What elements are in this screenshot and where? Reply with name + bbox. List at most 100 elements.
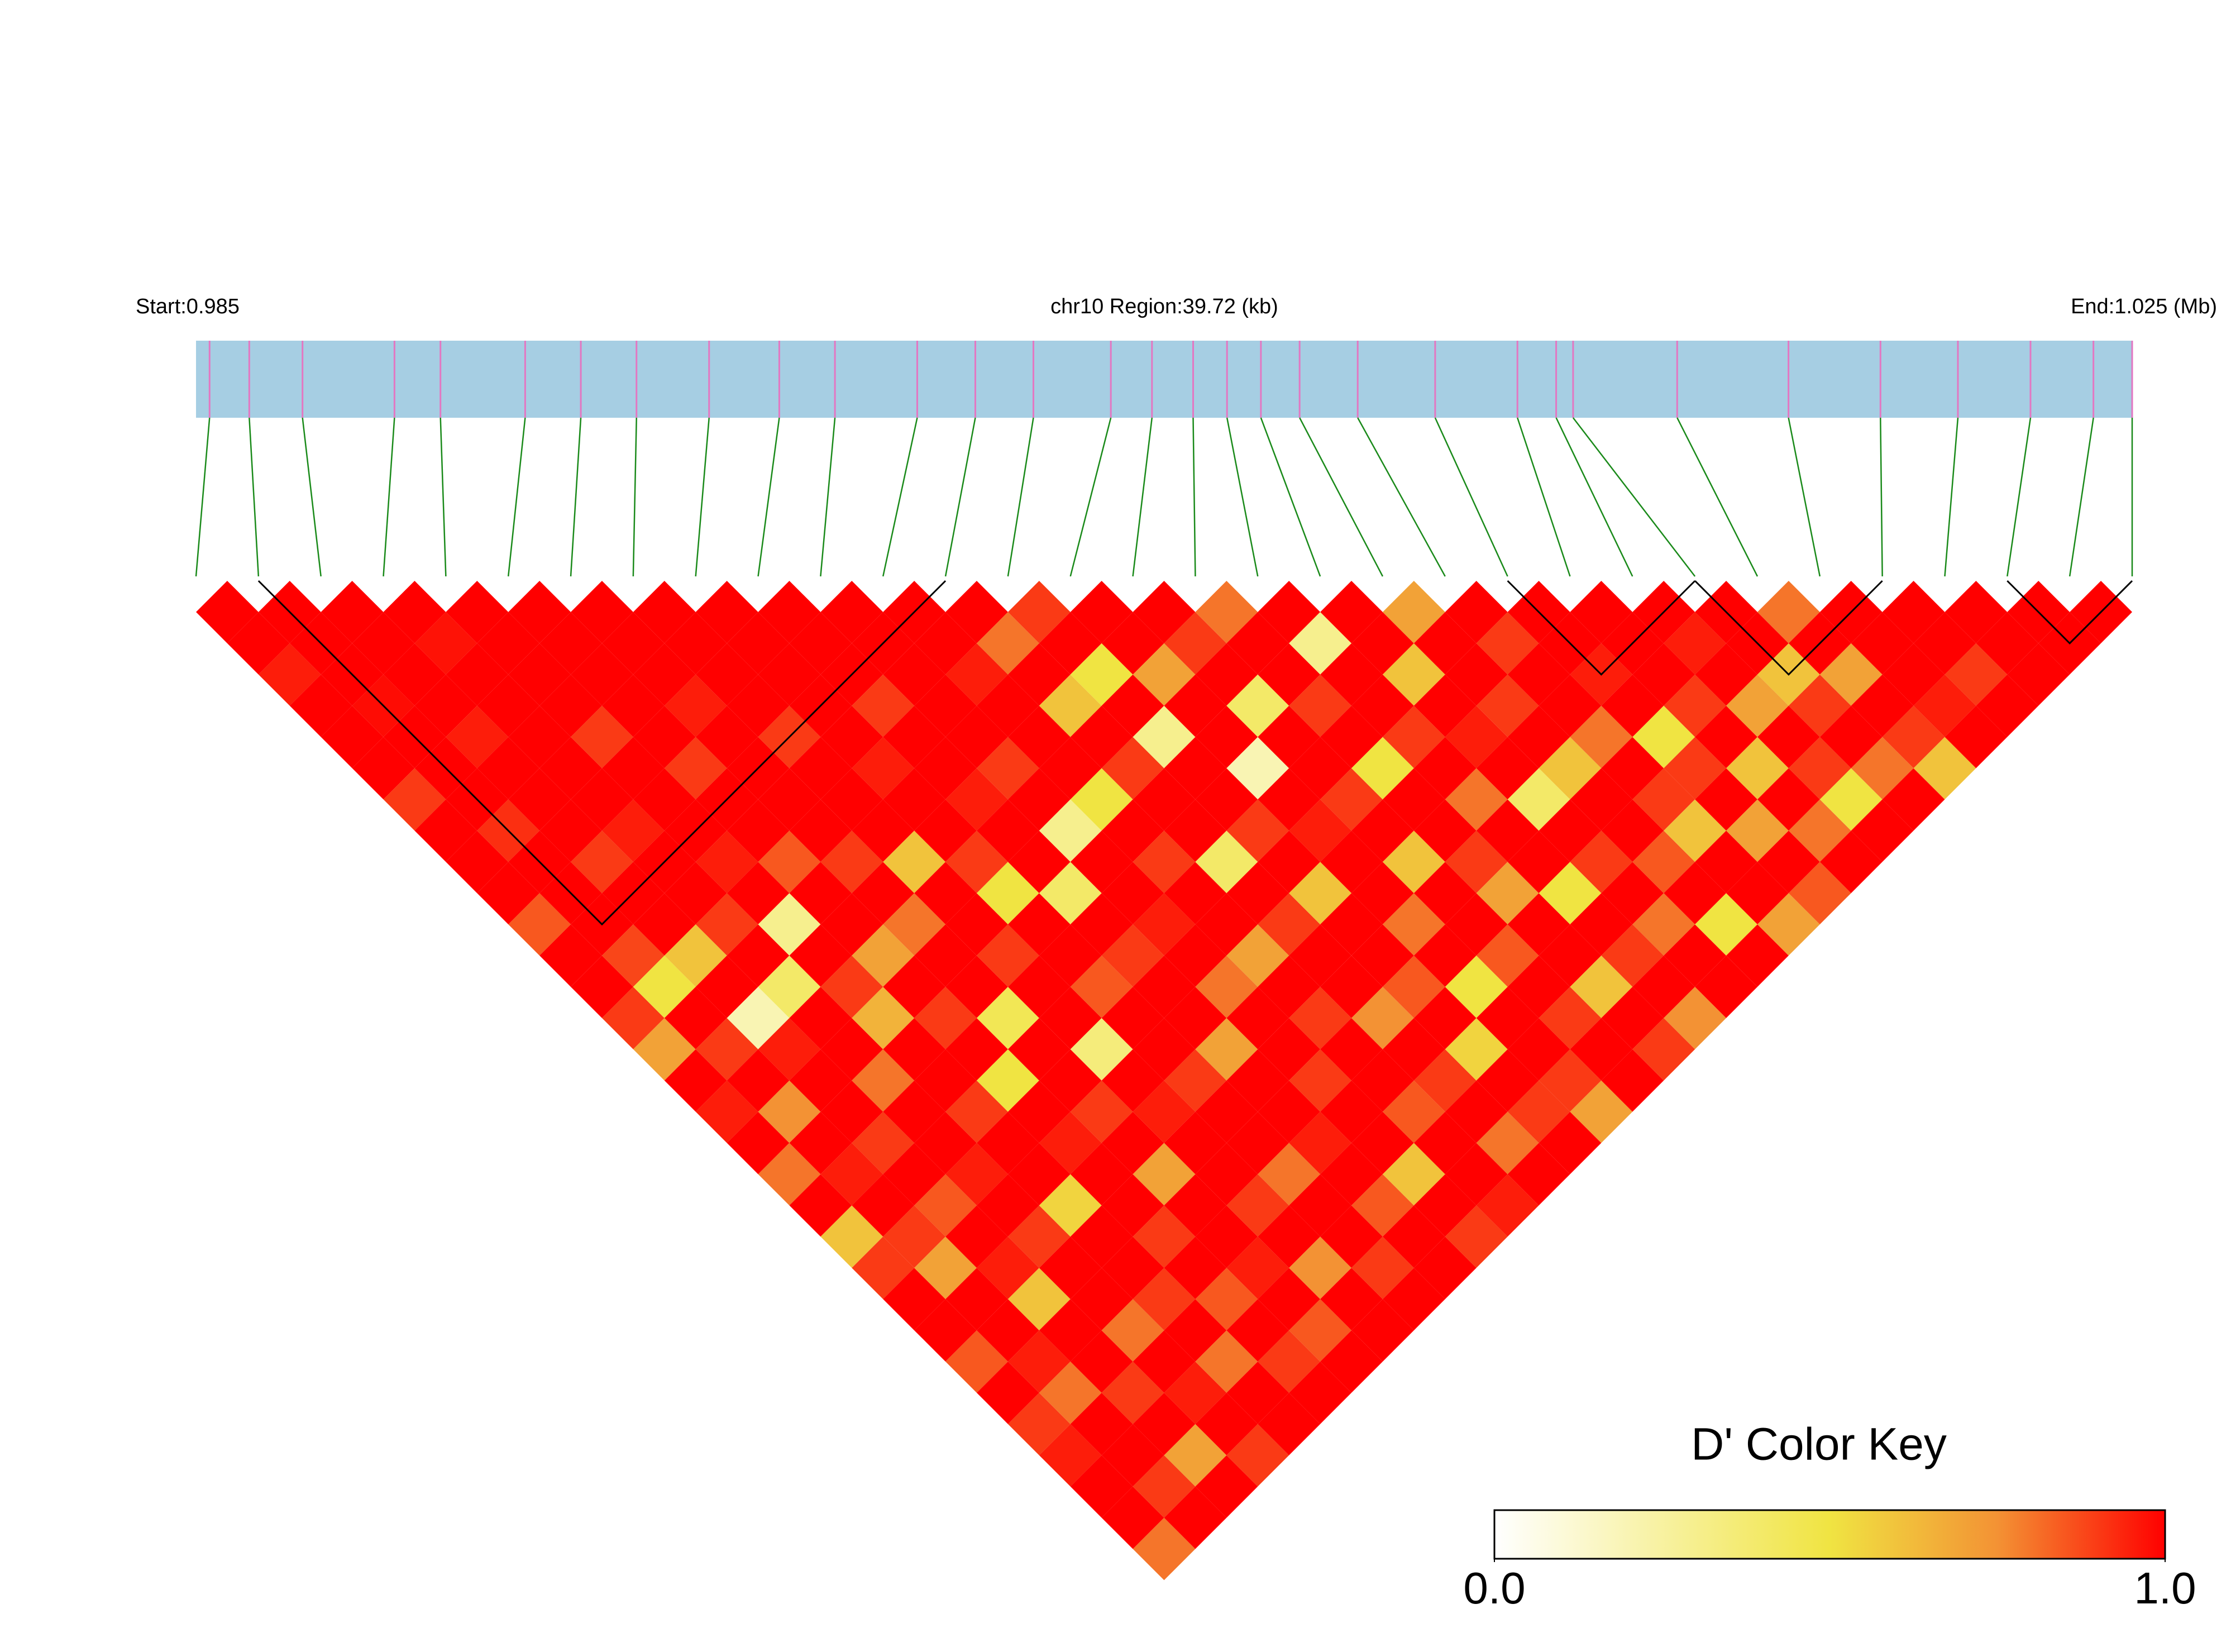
ld-cell (695, 1018, 758, 1081)
ld-cell (571, 705, 633, 768)
ld-cell (571, 768, 633, 831)
colorbar-tick-label: 0.0 (1463, 1563, 1525, 1613)
ld-cell (1289, 986, 1352, 1049)
ld-cell (1007, 768, 1071, 831)
snp-link (1676, 417, 1759, 577)
ld-cell (1164, 1486, 1227, 1549)
ld-cell (1007, 893, 1071, 956)
ld-cell (1757, 705, 1820, 768)
ld-cell (945, 1330, 1008, 1393)
ld-cell (508, 893, 571, 956)
ld-cell (1258, 956, 1321, 1018)
ld-cell (1289, 737, 1352, 800)
ld-cell (539, 612, 602, 675)
ld-cell (383, 768, 446, 831)
ld-cell (1258, 893, 1321, 956)
ld-cell (1695, 893, 1757, 956)
ld-cell (1507, 1080, 1570, 1143)
snp-link (195, 417, 211, 577)
ld-cell (1757, 893, 1820, 956)
ld-cell (758, 1018, 821, 1081)
ld-cell (508, 581, 571, 643)
ld-cell (1664, 737, 1727, 800)
ld-cell (789, 1111, 852, 1174)
ld-cell (664, 674, 727, 737)
ld-cell (1413, 986, 1477, 1049)
ld-cell (1007, 830, 1071, 894)
ld-cell (571, 956, 633, 1018)
ld-cell (758, 956, 821, 1018)
ld-cell (664, 924, 727, 987)
ld-cell (758, 1143, 821, 1206)
ld-cell (1819, 830, 1883, 894)
ld-cell (1913, 737, 1976, 800)
ld-cell (1320, 893, 1383, 956)
ld-cell (789, 612, 852, 675)
ld-cell (1445, 1018, 1508, 1081)
ld-cell (1258, 1392, 1321, 1455)
ld-cell (1258, 768, 1321, 831)
ld-cell (1351, 1174, 1414, 1237)
end-label: End:1.025 (Mb) (2071, 295, 2217, 318)
ld-cell (1101, 1424, 1164, 1487)
ld-cell (1539, 924, 1602, 987)
ld-cell (446, 830, 509, 894)
ld-cell (1320, 643, 1383, 706)
ld-cell (1164, 1361, 1227, 1424)
ld-cell (883, 1080, 946, 1143)
ld-cell (1007, 1080, 1071, 1143)
ld-cell (852, 924, 915, 987)
snp-link (507, 417, 526, 577)
ld-cell (789, 799, 852, 862)
start-label: Start:0.985 (136, 295, 240, 318)
ld-cell (945, 643, 1008, 706)
ld-cell (1101, 799, 1164, 862)
snp-link (1434, 417, 1508, 577)
ld-cell (1757, 768, 1820, 831)
ld-cell (883, 893, 946, 956)
ld-cell (1664, 612, 1727, 675)
ld-cell (1258, 1080, 1321, 1143)
ld-cell (1632, 1018, 1695, 1081)
ld-cell (914, 674, 977, 737)
snp-link (1260, 417, 1321, 577)
ld-cell (914, 862, 977, 925)
ld-cell (758, 1080, 821, 1143)
ld-cell (1851, 612, 1914, 675)
ld-cell (758, 581, 821, 643)
ld-cell (914, 1299, 977, 1362)
ld-cell (1445, 956, 1508, 1018)
ld-cell (1351, 1299, 1414, 1362)
ld-cell (664, 986, 727, 1049)
ld-cell (1039, 1299, 1102, 1362)
region-title: chr10 Region:39.72 (kb) (1050, 295, 1278, 318)
ld-cell (1539, 674, 1602, 737)
colorbar-tick-label: 1.0 (2134, 1563, 2196, 1613)
ld-cell (945, 581, 1008, 643)
snp-link (1944, 417, 1959, 577)
snp-link (757, 417, 780, 577)
ld-cell (1007, 1205, 1071, 1268)
ld-cell (1164, 986, 1227, 1049)
ld-cell (1976, 674, 2039, 737)
ld-cell (1351, 612, 1414, 675)
ld-cell (1226, 737, 1289, 800)
ld-cell (1101, 674, 1164, 737)
colorbar-title: D' Color Key (1691, 1419, 1947, 1470)
snp-link (944, 417, 976, 577)
ld-cell (1258, 643, 1321, 706)
ld-cell (1133, 643, 1196, 706)
ld-cell (1382, 1080, 1445, 1143)
ld-cell (1819, 643, 1883, 706)
ld-cell (1258, 1268, 1321, 1331)
ld-cell (1070, 1080, 1133, 1143)
ld-cell (1007, 1268, 1071, 1331)
snp-link (1132, 417, 1153, 577)
ld-cell (1476, 986, 1539, 1049)
ld-cell (820, 1080, 883, 1143)
ld-cell (1195, 1080, 1258, 1143)
ld-cell (914, 612, 977, 675)
ld-cell (383, 581, 446, 643)
colorbar (1493, 1509, 2166, 1560)
ld-cell (1382, 893, 1445, 956)
